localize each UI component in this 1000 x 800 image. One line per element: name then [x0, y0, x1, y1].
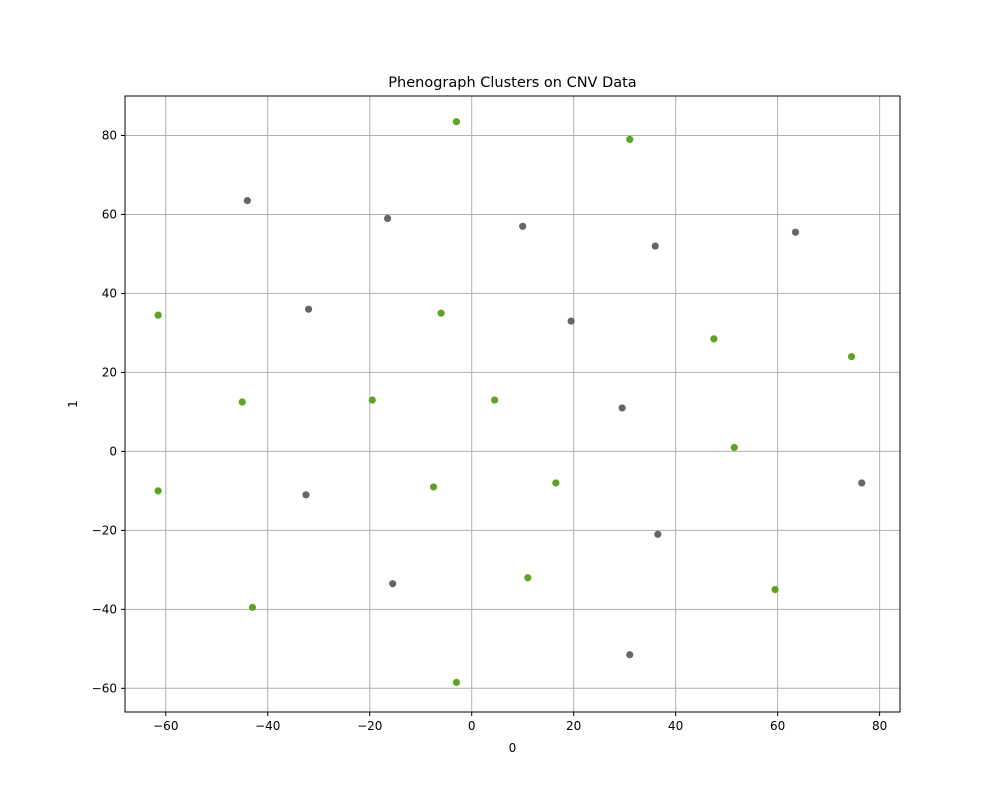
data-point-series-1 — [304, 305, 313, 313]
data-point-series-0 — [429, 483, 438, 491]
data-point-series-1 — [519, 222, 527, 230]
data-point-series-0 — [368, 396, 376, 404]
data-point-series-1 — [243, 197, 251, 205]
data-point-series-0 — [710, 335, 718, 343]
y-tick-label: 40 — [102, 286, 117, 300]
x-axis-label: 0 — [509, 741, 517, 755]
data-point-series-0 — [847, 353, 856, 361]
data-point-series-1 — [618, 404, 626, 412]
y-tick-label: 20 — [102, 365, 117, 379]
x-tick-label: 0 — [468, 719, 476, 733]
data-point-series-0 — [730, 443, 738, 452]
data-point-series-1 — [567, 317, 575, 325]
data-point-series-1 — [651, 242, 659, 250]
data-point-series-1 — [383, 214, 392, 223]
data-point-series-0 — [437, 309, 445, 317]
grid — [125, 96, 900, 712]
y-axis-label: 1 — [66, 400, 80, 408]
y-tick-label: 80 — [102, 128, 117, 142]
x-tick-label: 40 — [668, 719, 683, 733]
data-point-series-1 — [389, 580, 397, 588]
x-tick-label: 20 — [566, 719, 581, 733]
y-tick-label: −40 — [92, 602, 117, 616]
data-points — [154, 118, 866, 686]
data-point-series-0 — [154, 487, 162, 495]
data-point-series-0 — [626, 135, 634, 144]
data-point-series-0 — [248, 603, 257, 611]
data-point-series-0 — [552, 479, 560, 487]
y-tick-label: 60 — [102, 207, 117, 221]
data-point-series-0 — [238, 398, 246, 406]
x-tick-label: −40 — [255, 719, 280, 733]
y-tick-label: 0 — [109, 444, 117, 458]
y-tick-label: −20 — [92, 523, 117, 537]
data-point-series-1 — [626, 651, 634, 659]
plot-frame — [124, 95, 901, 713]
axis-ticks: −60 −40 −20 0 20 40 60 80 −60 −40 −20 0 20 40 60 80 — [92, 128, 888, 733]
data-point-series-0 — [154, 311, 162, 319]
data-point-series-1 — [654, 530, 662, 538]
data-point-series-1 — [791, 228, 800, 236]
x-tick-label: −20 — [357, 719, 382, 733]
y-tick-label: −60 — [92, 681, 117, 695]
chart-title: Phenograph Clusters on CNV Data — [388, 75, 636, 91]
data-point-series-0 — [771, 585, 779, 594]
x-tick-label: 60 — [770, 719, 785, 733]
x-tick-label: 80 — [872, 719, 887, 733]
x-tick-label: −60 — [153, 719, 178, 733]
data-point-series-0 — [452, 118, 461, 126]
data-point-series-1 — [858, 479, 866, 487]
data-point-series-0 — [491, 396, 499, 404]
data-point-series-0 — [524, 574, 532, 582]
data-point-series-0 — [452, 678, 461, 686]
data-point-series-1 — [302, 491, 310, 499]
